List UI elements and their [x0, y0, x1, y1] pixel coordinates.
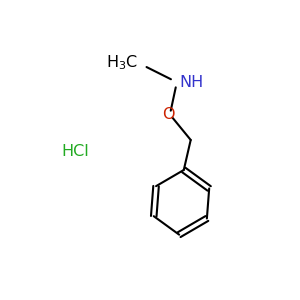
Text: O: O	[163, 107, 175, 122]
Text: NH: NH	[179, 75, 203, 90]
Text: HCl: HCl	[61, 144, 89, 159]
Text: H$_3$C: H$_3$C	[106, 53, 138, 72]
